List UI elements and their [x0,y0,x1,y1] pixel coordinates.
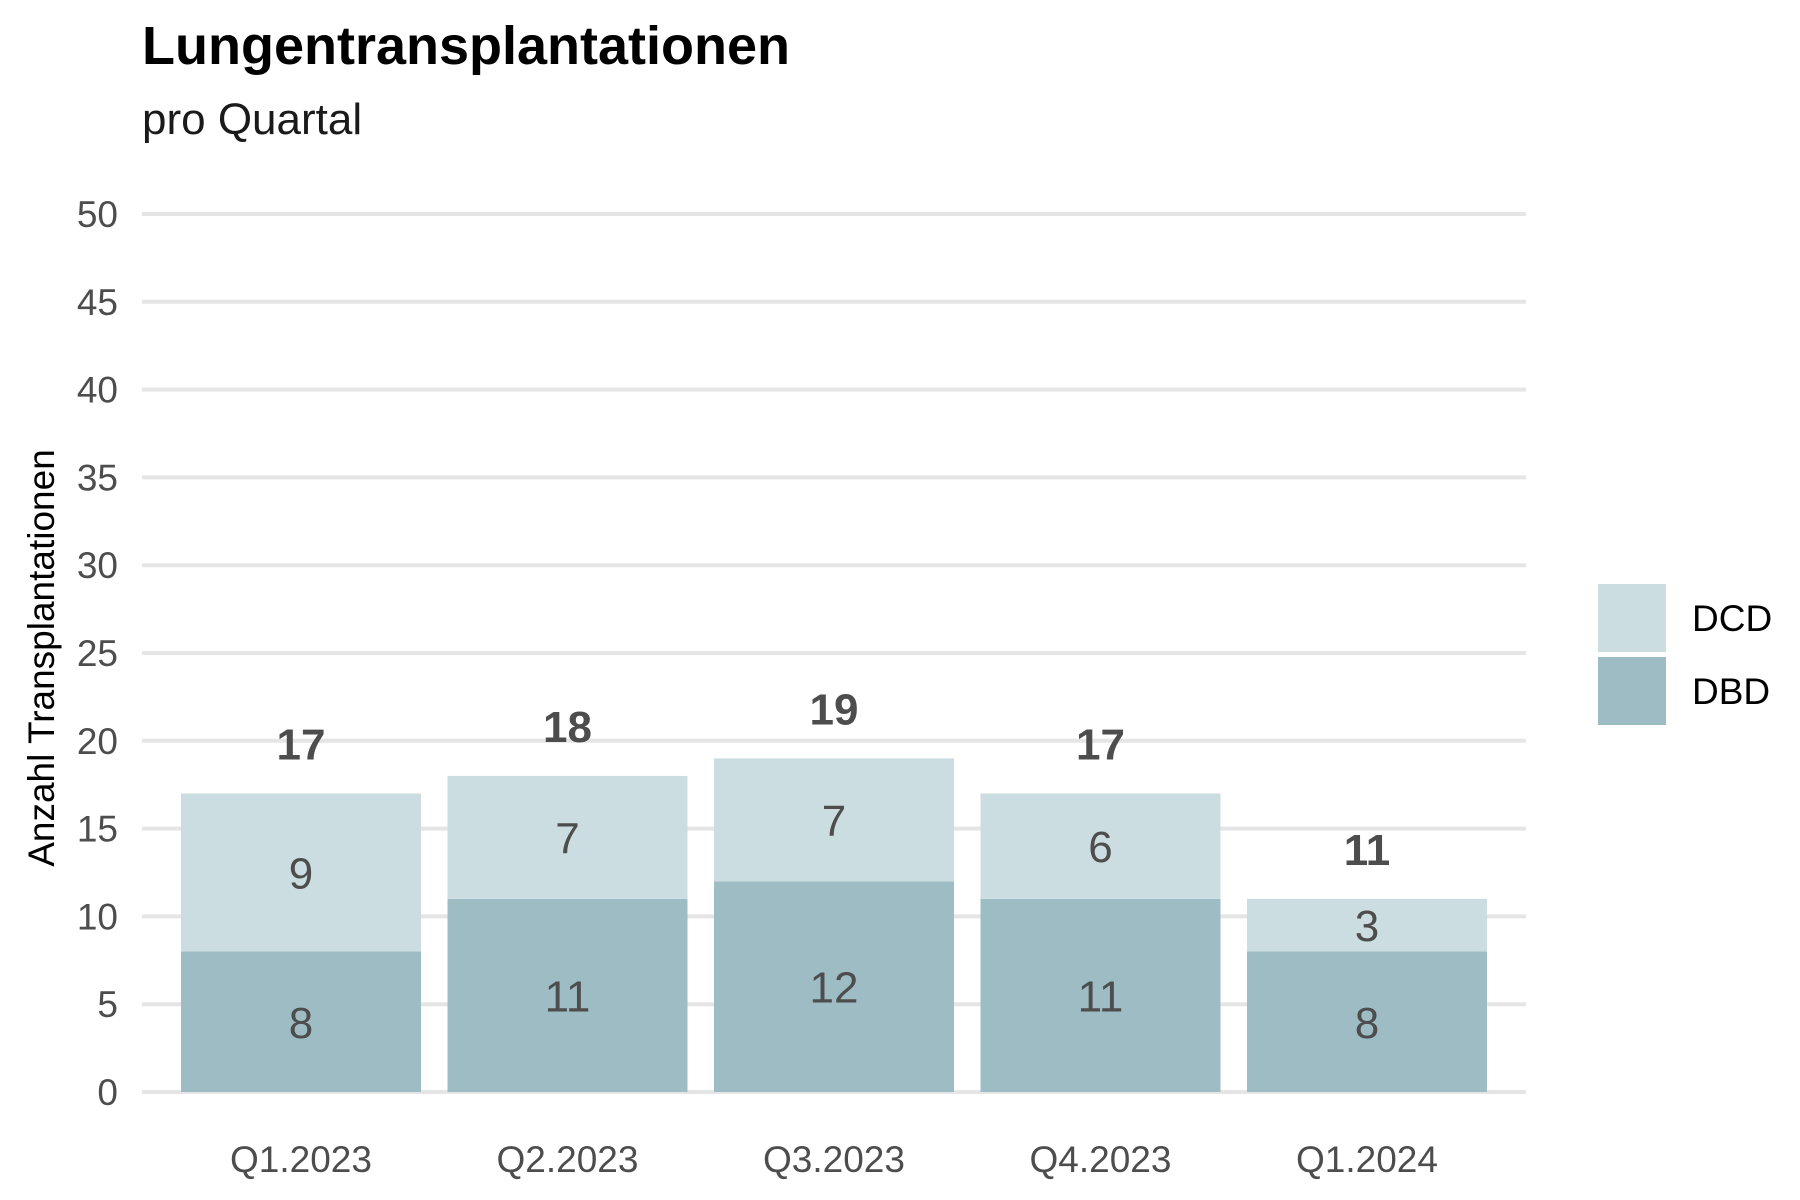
value-label-dbd-q1-2024: 8 [1355,999,1379,1048]
value-label-dcd-q2-2023: 7 [555,814,579,863]
bar-dbd-q4-2023 [980,898,1221,1092]
chart-title: Lungentransplantationen [142,16,790,76]
legend-label-dcd: DCD [1692,598,1772,639]
x-tick-label-q4-2023: Q4.2023 [1030,1139,1172,1180]
y-axis-ticks: 0 5 10 15 20 25 30 35 40 45 50 [77,194,118,1113]
bar-dcd-q2-2023 [447,775,688,899]
bar-dcd-q1-2023 [181,793,421,952]
value-label-dbd-q3-2023: 12 [810,964,859,1013]
y-tick-label-10: 10 [77,896,118,937]
x-tick-label-q1-2023: Q1.2023 [230,1139,372,1180]
value-label-dbd-q1-2023: 8 [289,999,313,1048]
bar-dbd-q1-2023 [181,951,421,1092]
y-tick-label-40: 40 [77,370,118,411]
legend-key-dcd [1598,584,1666,652]
x-tick-label-q1-2024: Q1.2024 [1296,1139,1438,1180]
total-label-q3-2023: 19 [810,685,859,734]
value-label-dcd-q1-2023: 9 [289,850,313,899]
legend: DCD DBD [1598,584,1772,725]
y-tick-label-15: 15 [77,809,118,850]
value-label-dbd-q4-2023: 11 [1078,972,1124,1021]
y-tick-label-5: 5 [97,984,118,1025]
total-label-q4-2023: 17 [1076,720,1125,769]
x-tick-label-q3-2023: Q3.2023 [763,1139,905,1180]
value-label-dcd-q3-2023: 7 [822,797,846,846]
total-label-q2-2023: 18 [543,703,592,752]
bar-dbd-q1-2024 [1247,951,1487,1092]
y-tick-label-45: 45 [77,282,118,323]
bar-dbd-q2-2023 [447,898,688,1092]
total-label-q1-2024: 11 [1344,826,1391,875]
bar-dcd-q4-2023 [980,793,1221,899]
y-tick-label-25: 25 [77,633,118,674]
legend-key-dbd [1598,657,1666,725]
bar-dcd-q1-2024 [1247,898,1487,952]
y-tick-label-35: 35 [77,457,118,498]
legend-label-dbd: DBD [1692,671,1770,712]
data-labels: 8 9 17 11 7 18 12 7 19 11 6 17 8 3 11 [277,685,1391,1047]
y-tick-label-20: 20 [77,721,118,762]
y-tick-label-50: 50 [77,194,118,235]
y-tick-label-0: 0 [97,1072,118,1113]
bar-dbd-q3-2023 [714,881,954,1092]
x-tick-label-q2-2023: Q2.2023 [497,1139,639,1180]
bars [181,758,1487,1092]
x-axis-ticks: Q1.2023 Q2.2023 Q3.2023 Q4.2023 Q1.2024 [230,1139,1438,1180]
y-tick-label-30: 30 [77,545,118,586]
total-label-q1-2023: 17 [277,720,326,769]
bar-dcd-q3-2023 [714,758,954,882]
value-label-dcd-q1-2024: 3 [1355,902,1379,951]
value-label-dbd-q2-2023: 11 [545,972,591,1021]
value-label-dcd-q4-2023: 6 [1088,823,1112,872]
chart-subtitle: pro Quartal [142,95,362,144]
y-axis-title: Anzahl Transplantationen [21,449,62,867]
